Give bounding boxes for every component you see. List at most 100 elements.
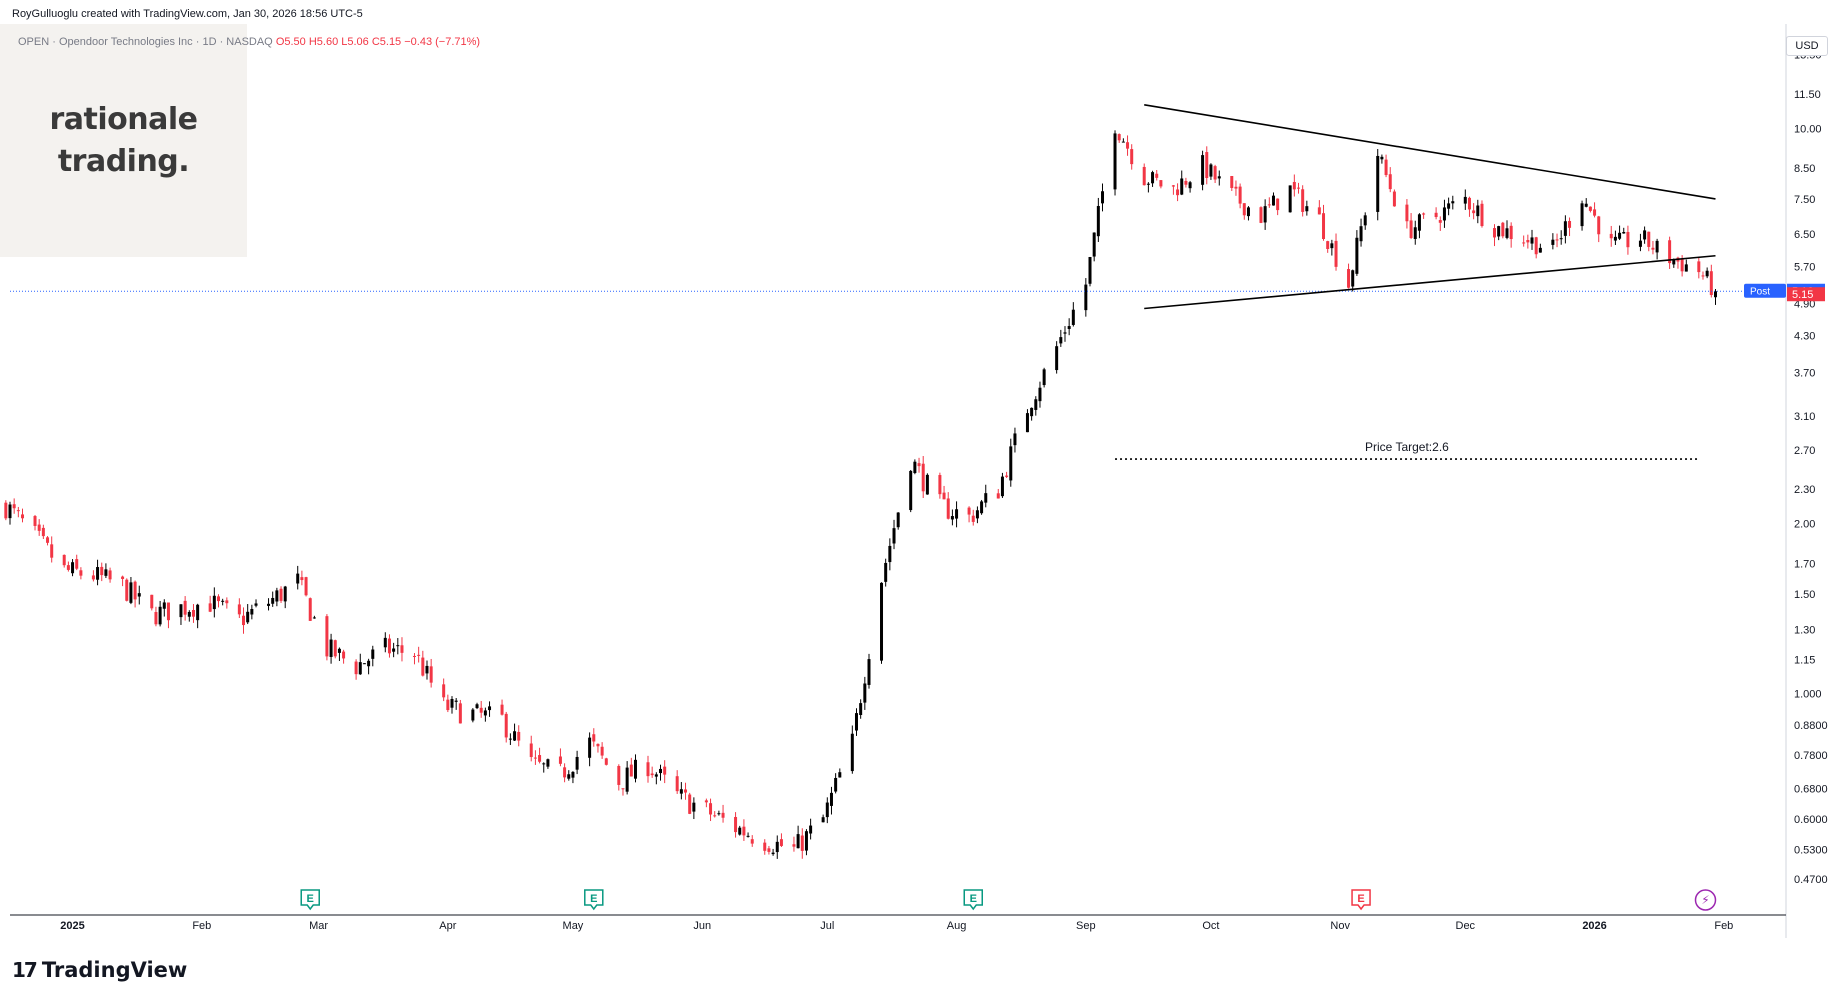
candle-body: [571, 771, 575, 778]
symbol-legend[interactable]: OPEN · Opendoor Technologies Inc · 1D · …: [18, 36, 480, 48]
candle-body: [71, 562, 75, 574]
time-tick-label: Sep: [1076, 920, 1096, 932]
candle-body: [675, 776, 679, 792]
candle-body: [1522, 242, 1526, 244]
candle-body: [1480, 203, 1484, 227]
last-price-badge: 5.15: [1787, 287, 1825, 302]
time-tick-label: Apr: [439, 920, 456, 932]
price-tick-label: 0.6000: [1794, 814, 1828, 826]
candle-body: [692, 802, 696, 812]
candle-body: [96, 567, 100, 580]
candle-body: [1497, 226, 1501, 237]
candle-body: [371, 649, 375, 659]
candle-body: [1705, 270, 1709, 277]
candle-body: [1472, 210, 1476, 214]
earnings-marker[interactable]: E: [963, 889, 983, 911]
candle-body: [129, 582, 133, 603]
candle-body: [33, 516, 37, 526]
tradingview-logo[interactable]: 17 TradingView: [12, 958, 187, 982]
price-tick-label: 6.50: [1794, 229, 1815, 241]
currency-selector[interactable]: USD: [1786, 36, 1828, 56]
candle-body: [337, 648, 341, 653]
candle-body: [458, 703, 462, 724]
time-tick-label: Nov: [1330, 920, 1350, 932]
candle-body: [1034, 399, 1038, 410]
event-marker[interactable]: ⚡: [1694, 889, 1717, 911]
price-tick-label: 10.00: [1794, 123, 1822, 135]
candle-body: [400, 645, 404, 653]
candle-body: [442, 684, 446, 698]
candle-body: [854, 713, 858, 731]
candle-body: [242, 615, 246, 626]
candle-body: [308, 598, 312, 621]
candle-body: [312, 617, 316, 619]
earnings-marker[interactable]: E: [584, 889, 604, 911]
candle-body: [1176, 189, 1180, 196]
price-tick-label: 4.30: [1794, 331, 1815, 343]
candle-body: [1242, 203, 1246, 216]
candle-body: [1593, 209, 1597, 216]
candle-body: [1126, 142, 1130, 149]
candle-body: [600, 746, 604, 756]
candle-body: [596, 743, 600, 747]
candle-body: [508, 738, 512, 740]
candle-body: [1568, 220, 1572, 228]
price-tick-label: 1.15: [1794, 654, 1815, 666]
chart-attribution: RoyGulluoglu created with TradingView.co…: [12, 8, 363, 20]
ohlc-values: O5.50 H5.60 L5.06 C5.15 −0.43 (−7.71%): [275, 36, 481, 48]
candle-body: [37, 524, 41, 531]
candle-body: [150, 594, 154, 609]
candle-body: [763, 842, 767, 851]
candle-body: [471, 709, 475, 721]
candle-body: [838, 772, 842, 778]
candle-body: [917, 463, 921, 467]
candle-body: [1584, 203, 1588, 207]
candle-body: [1413, 227, 1417, 239]
candle-body: [104, 569, 108, 576]
candle-body: [921, 463, 925, 492]
price-tick-label: 5.70: [1794, 261, 1815, 273]
candle-body: [225, 600, 229, 604]
candle-body: [563, 767, 567, 778]
candle-body: [955, 509, 959, 519]
candle-body: [1380, 156, 1384, 160]
candle-body: [1188, 182, 1192, 189]
candle-body: [859, 703, 863, 716]
candle-body: [429, 666, 433, 683]
candle-body: [1492, 228, 1496, 238]
candle-body: [884, 562, 888, 582]
candle-body: [863, 683, 867, 703]
candle-body: [650, 773, 654, 776]
candle-body: [1209, 164, 1213, 177]
earnings-marker-label: E: [970, 893, 977, 905]
candle-body: [1142, 166, 1146, 186]
candle-body: [825, 802, 829, 818]
candle-body: [1538, 247, 1542, 253]
candle-body: [100, 566, 104, 576]
candle-body: [1071, 309, 1075, 325]
candle-body: [367, 660, 371, 667]
candle-body: [1551, 239, 1555, 245]
earnings-marker[interactable]: E: [1351, 889, 1371, 911]
price-tick-label: 0.7800: [1794, 750, 1828, 762]
candle-body: [1155, 173, 1159, 178]
candle-body: [425, 665, 429, 674]
candle-body: [125, 579, 129, 601]
price-tick-label: 2.00: [1794, 519, 1815, 531]
candle-body: [221, 600, 225, 602]
candle-body: [383, 637, 387, 648]
candle-body: [738, 827, 742, 835]
lower-trendline[interactable]: [1144, 254, 1716, 310]
candle-body: [1151, 172, 1155, 184]
candle-body: [1417, 214, 1421, 231]
price-tick-label: 8.50: [1794, 163, 1815, 175]
candle-body: [446, 699, 450, 711]
candle-body: [304, 577, 308, 596]
earnings-marker[interactable]: E: [300, 889, 320, 911]
upper-trendline[interactable]: [1144, 104, 1716, 200]
candle-body: [1359, 226, 1363, 242]
candle-body: [246, 611, 250, 623]
candle-body: [179, 604, 183, 618]
post-market-tag: Post: [1750, 287, 1770, 298]
